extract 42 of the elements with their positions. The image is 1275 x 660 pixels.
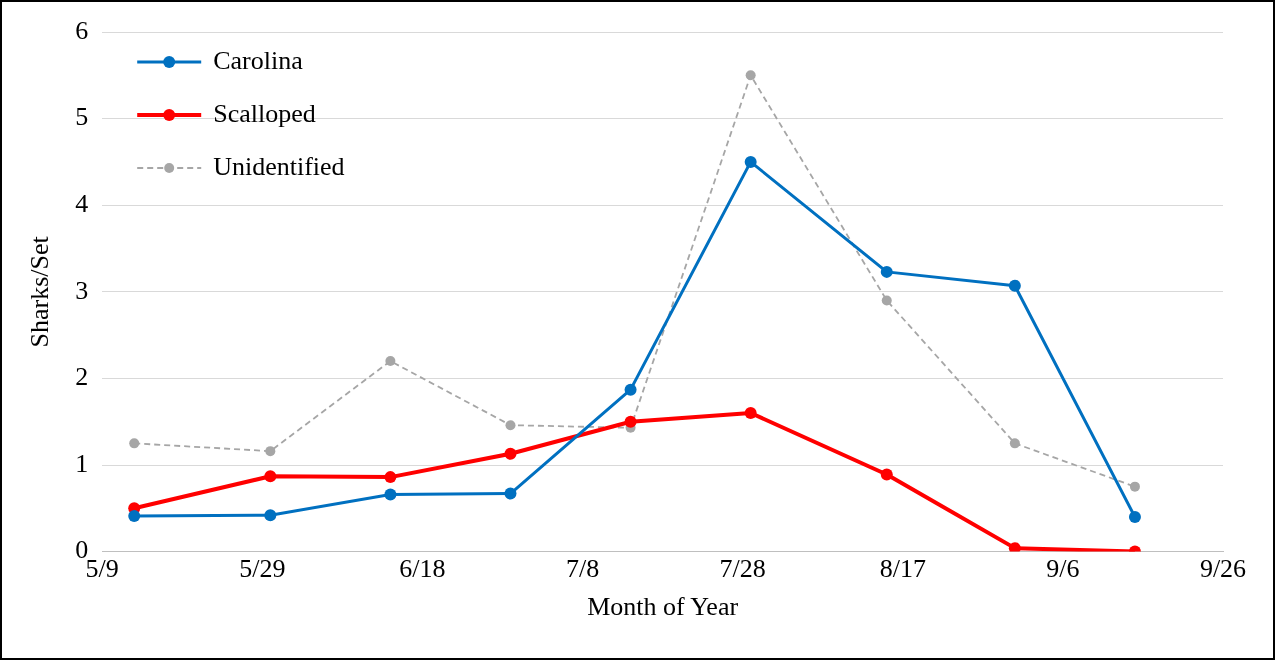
point	[265, 446, 276, 457]
y-tick-label: 4	[75, 189, 89, 219]
point	[504, 487, 517, 500]
legend-label: Scalloped	[213, 98, 316, 128]
point	[384, 471, 397, 484]
y-tick-label: 3	[75, 275, 89, 305]
point	[745, 70, 756, 81]
x-tick-label: 9/26	[1199, 554, 1247, 584]
y-axis-title: Sharks/Set	[25, 235, 55, 348]
point	[744, 155, 757, 168]
legend-label: Unidentified	[213, 151, 345, 181]
point	[505, 420, 516, 431]
point	[128, 510, 141, 523]
point	[264, 509, 277, 522]
y-tick-label: 6	[75, 15, 89, 45]
x-tick-label: 5/29	[239, 554, 286, 584]
point	[385, 356, 396, 367]
point	[1009, 438, 1020, 449]
point	[384, 488, 397, 501]
point	[129, 438, 140, 449]
point	[1128, 510, 1141, 523]
point	[880, 468, 893, 481]
point	[1008, 279, 1021, 292]
point	[881, 295, 892, 306]
point	[744, 407, 757, 420]
x-tick-label: 6/18	[399, 554, 446, 584]
x-axis-title: Month of Year	[587, 592, 739, 622]
x-tick-label: 8/17	[879, 554, 926, 584]
x-tick-label: 7/28	[719, 554, 766, 584]
x-tick-label: 7/8	[565, 554, 600, 584]
x-tick-label: 9/6	[1046, 554, 1080, 584]
y-tick-label: 2	[75, 362, 89, 392]
point	[624, 383, 637, 396]
legend-label: Carolina	[213, 45, 304, 75]
point	[264, 470, 277, 483]
point	[504, 447, 517, 460]
point	[624, 415, 637, 428]
point	[1008, 542, 1021, 552]
y-tick-label: 5	[75, 102, 89, 132]
point	[880, 265, 893, 278]
y-tick-label: 1	[75, 448, 89, 478]
point	[1129, 481, 1140, 492]
